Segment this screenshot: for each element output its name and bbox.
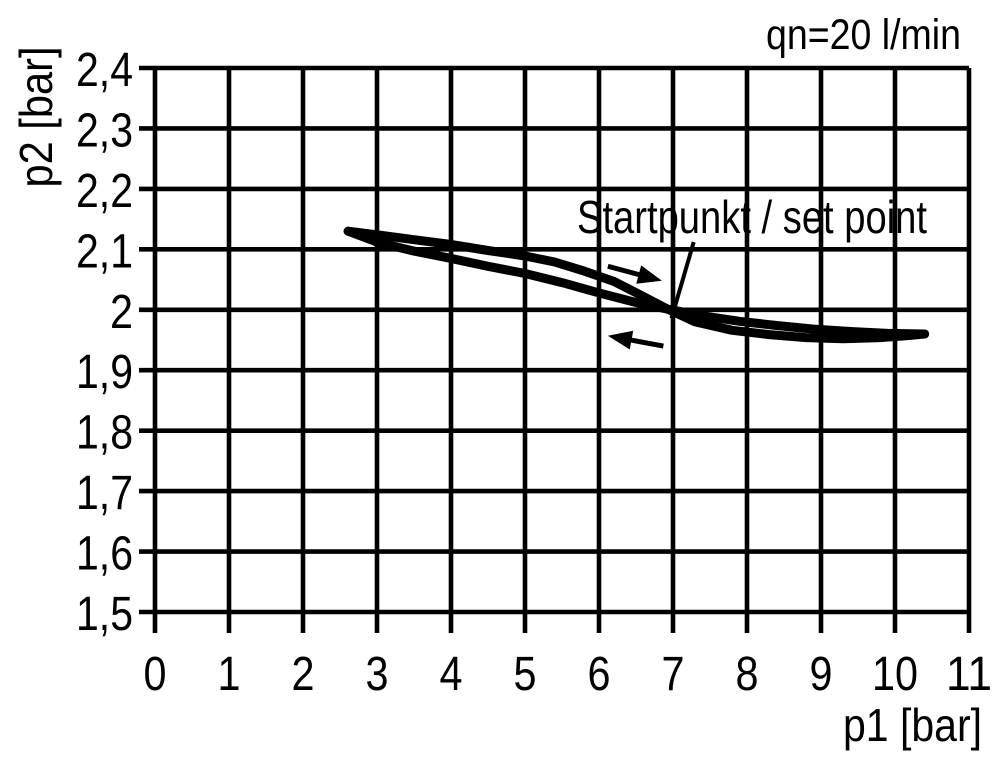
y-tick-label: 1,8 — [76, 407, 133, 460]
y-tick-labels: 2,4 2,3 2,2 2,1 2 1,9 1,8 1,7 1,6 1,5 — [76, 44, 133, 641]
x-tick-label: 8 — [736, 648, 759, 701]
direction-arrow-left-shaft — [626, 336, 664, 349]
y-tick-label: 1,5 — [76, 588, 133, 641]
y-tick-label: 2,2 — [76, 165, 133, 218]
x-tick-label: 9 — [810, 648, 833, 701]
y-tick-label: 1,9 — [76, 346, 133, 399]
x-tick-label: 11 — [946, 648, 992, 701]
x-tick-label: 3 — [366, 648, 389, 701]
flow-rate-label: qn=20 l/min — [766, 11, 961, 59]
leader-line — [669, 241, 696, 319]
direction-arrow-right-head — [636, 265, 662, 284]
direction-arrow-right-shaft — [607, 263, 645, 279]
y-tick-label: 2,3 — [76, 104, 133, 157]
x-tick-label: 7 — [662, 648, 685, 701]
annotation-leader-line — [669, 241, 696, 319]
x-tick-label: 6 — [588, 648, 611, 701]
curve-increasing-p1-branch — [343, 226, 930, 344]
hysteresis-curves — [343, 226, 930, 344]
curve-decreasing-p1-branch — [343, 226, 930, 339]
y-tick-label: 1,7 — [76, 467, 133, 520]
x-tick-label: 10 — [872, 648, 918, 701]
y-tick-label: 1,6 — [76, 528, 133, 581]
x-axis-title: p1 [bar] — [843, 699, 982, 751]
y-axis-title: p2 [bar] — [10, 47, 62, 188]
y-tick-label: 2 — [110, 286, 133, 339]
x-tick-label: 5 — [514, 648, 537, 701]
x-tick-label: 2 — [292, 648, 315, 701]
direction-arrow-left-head — [607, 330, 634, 350]
x-tick-label: 0 — [144, 648, 167, 701]
y-tick-label: 2,1 — [76, 225, 133, 278]
x-tick-labels: 0 1 2 3 4 5 6 7 8 9 10 11 — [144, 648, 993, 701]
grid — [139, 65, 972, 633]
set-point-annotation: Startpunkt / set point — [577, 191, 927, 243]
x-tick-label: 4 — [440, 648, 463, 701]
x-tick-label: 1 — [218, 648, 241, 701]
y-tick-label: 2,4 — [76, 44, 133, 97]
direction-arrows — [607, 263, 664, 350]
